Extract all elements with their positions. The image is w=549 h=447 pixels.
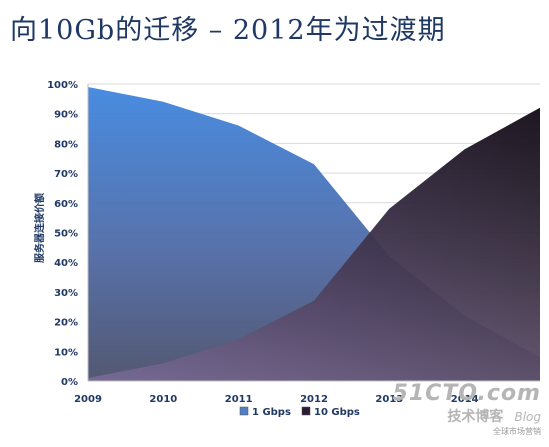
area-layer [88, 87, 540, 382]
y-tick-label: 0% [61, 377, 78, 388]
legend-swatch-1gbps [239, 406, 249, 416]
axis-layer: 0% 10% 20% 30% 40% 50% 60% 70% 80% 90% 100% 2009 201… [47, 80, 540, 405]
legend-label-1gbps: 1 Gbps [252, 407, 291, 418]
x-tick-label: 2011 [225, 394, 253, 405]
page-title: 向10Gb的迁移 – 2012年为过渡期 [10, 15, 446, 46]
watermark-blog: Blog [514, 410, 541, 424]
y-tick-label: 40% [54, 258, 78, 269]
y-tick-label: 100% [47, 80, 78, 91]
y-tick-label: 60% [54, 199, 78, 210]
x-tick-label: 2014 [451, 394, 479, 405]
y-tick-label: 20% [54, 318, 78, 329]
y-tick-label: 30% [54, 288, 78, 299]
y-tick-label: 50% [54, 229, 78, 240]
legend-label-10gbps: 10 Gbps [314, 407, 360, 418]
watermark-site: 51CTO.com [392, 381, 541, 406]
legend: 1 Gbps 10 Gbps [239, 406, 360, 418]
x-tick-label: 2010 [149, 394, 177, 405]
y-tick-label: 80% [54, 139, 78, 150]
legend-swatch-10gbps [301, 406, 311, 416]
y-tick-label: 10% [54, 347, 78, 358]
x-tick-label: 2013 [375, 394, 403, 405]
y-axis-label: 服务器连接价额 [33, 193, 46, 263]
watermark-sub: 全球市场营销 [493, 427, 541, 436]
y-tick-label: 70% [54, 169, 78, 180]
series-10gbps-shade [88, 107, 540, 382]
x-tick-label: 2012 [300, 394, 328, 405]
x-tick-label: 2009 [74, 394, 102, 405]
y-tick-label: 90% [54, 110, 78, 121]
watermark: 51CTO.com 技术博客 Blog 全球市场营销 [393, 381, 541, 437]
watermark-tagline: 技术博客 [447, 409, 504, 425]
